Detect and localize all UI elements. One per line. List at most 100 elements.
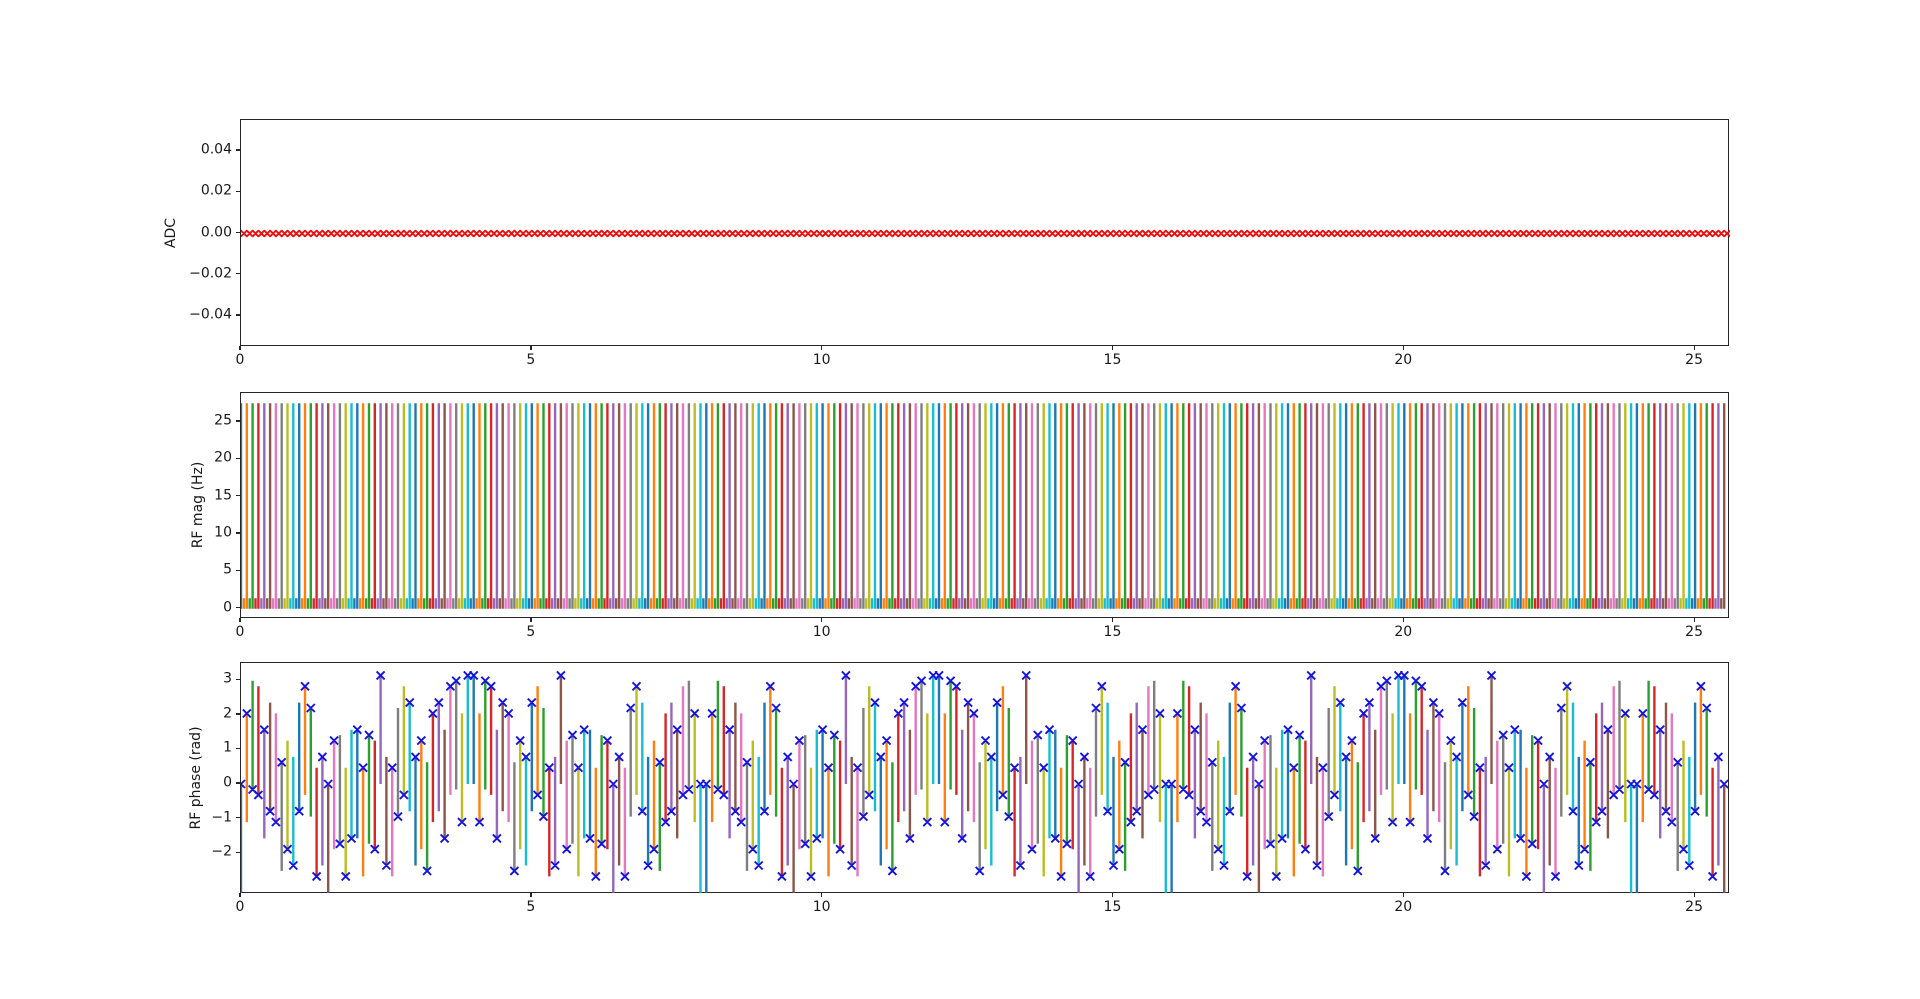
- rf-mag-stem-color-4: [260, 403, 1720, 609]
- rf-phase-axis-label: RF phase (rad): [188, 725, 204, 830]
- y-tick-label-adc: 0.00: [200, 224, 232, 240]
- x-tick-mark: [1402, 618, 1404, 622]
- y-tick-label-rf-mag: 5: [223, 561, 232, 578]
- x-tick-label-rf-mag: 0: [235, 624, 245, 640]
- rf-phase-stem-color-7: [280, 680, 1679, 871]
- y-tick-mark: [235, 420, 240, 422]
- y-tick-mark: [235, 569, 240, 572]
- x-tick-label-rf-phase: 25: [1685, 899, 1704, 915]
- x-tick-mark: [1402, 893, 1404, 897]
- x-tick-mark: [1111, 893, 1114, 897]
- rf-phase-stem-color-5: [268, 675, 1726, 893]
- rf-mag-stem-color-2: [248, 403, 1708, 609]
- adc-series-canvas: [241, 229, 1730, 238]
- y-tick-label-rf-mag: 0: [223, 599, 232, 616]
- rf-phase-markers: [241, 670, 1729, 882]
- rf-mag-axis-label: RF mag (Hz): [190, 461, 206, 549]
- rf-mag-stem-color-8: [283, 403, 1685, 609]
- y-tick-mark: [235, 678, 240, 680]
- x-tick-mark: [821, 618, 823, 622]
- x-tick-label-rf-phase: 20: [1394, 899, 1413, 915]
- x-tick-label-rf-phase: 15: [1103, 899, 1122, 915]
- y-tick-mark: [235, 273, 240, 275]
- x-tick-mark: [1402, 346, 1404, 350]
- x-tick-mark: [239, 618, 241, 622]
- rf-phase-stem-color-4: [263, 675, 1720, 893]
- y-tick-label-adc: −0.02: [189, 265, 232, 282]
- x-tick-mark: [1111, 618, 1114, 622]
- y-tick-label-adc: 0.04: [200, 141, 232, 158]
- x-tick-mark: [530, 618, 532, 622]
- rf-phase-stem-color-3: [257, 686, 1714, 877]
- rf-mag-stem-color-0: [241, 403, 1697, 609]
- x-tick-label-adc: 25: [1685, 352, 1704, 368]
- y-tick-label-adc: −0.04: [189, 306, 232, 323]
- x-tick-mark: [821, 893, 823, 897]
- y-tick-mark: [235, 782, 240, 784]
- x-tick-label-rf-phase: 0: [235, 899, 245, 915]
- y-tick-mark: [235, 149, 240, 151]
- subplot-rf-phase-plot-area: [240, 662, 1729, 893]
- rf-mag-stem-color-1: [242, 403, 1703, 609]
- x-tick-label-rf-mag: 15: [1103, 624, 1122, 640]
- x-tick-label-rf-mag: 10: [812, 624, 831, 640]
- y-tick-mark: [235, 495, 240, 497]
- y-tick-label-rf-mag: 10: [214, 524, 232, 541]
- y-tick-mark: [235, 231, 240, 234]
- y-tick-label-rf-phase: 3: [223, 670, 232, 687]
- rf-mag-stem-color-6: [271, 403, 1673, 609]
- y-tick-mark: [235, 851, 240, 853]
- rf-phase-series-canvas: [241, 670, 1729, 893]
- x-tick-label-rf-phase: 5: [526, 899, 536, 915]
- x-tick-mark: [821, 346, 823, 350]
- x-tick-mark: [1111, 346, 1114, 350]
- rf-mag-stem-color-9: [289, 403, 1691, 609]
- x-tick-mark: [530, 893, 532, 897]
- rf-phase-stem-color-8: [286, 686, 1685, 877]
- x-tick-mark: [1693, 346, 1695, 350]
- rf-phase-stem-color-6: [274, 686, 1673, 877]
- y-tick-label-rf-mag: 20: [214, 449, 232, 466]
- x-tick-mark: [1693, 893, 1695, 897]
- y-tick-label-rf-phase: −1: [211, 809, 232, 826]
- rf-mag-stem-color-7: [277, 403, 1679, 609]
- y-tick-mark: [235, 314, 240, 316]
- x-tick-label-rf-mag: 25: [1685, 624, 1704, 640]
- y-tick-label-rf-phase: −2: [211, 843, 232, 860]
- rf-mag-stem-color-5: [266, 403, 1726, 609]
- y-tick-label-rf-phase: 2: [223, 705, 232, 722]
- y-tick-mark: [235, 532, 240, 534]
- x-tick-label-rf-phase: 10: [812, 899, 831, 915]
- y-tick-mark: [235, 190, 240, 192]
- y-tick-label-rf-mag: 15: [214, 487, 232, 504]
- x-tick-label-rf-mag: 5: [526, 624, 536, 640]
- y-tick-label-adc: 0.02: [200, 182, 232, 199]
- subplot-rf-mag-plot-area: [240, 392, 1729, 618]
- x-tick-mark: [1693, 618, 1695, 622]
- x-tick-label-adc: 10: [812, 352, 831, 368]
- y-tick-mark: [235, 713, 240, 715]
- rf-mag-stem-color-3: [254, 403, 1714, 609]
- subplot-adc-plot-area: [240, 119, 1730, 346]
- rf-phase-stem-color-0: [241, 675, 1697, 893]
- y-tick-mark: [235, 607, 240, 609]
- x-tick-mark: [239, 893, 241, 897]
- x-tick-label-adc: 15: [1103, 352, 1122, 368]
- y-tick-mark: [235, 817, 240, 819]
- x-tick-label-adc: 5: [526, 352, 536, 368]
- x-tick-mark: [239, 346, 241, 350]
- y-tick-mark: [235, 457, 240, 459]
- x-tick-label-rf-mag: 20: [1394, 624, 1413, 640]
- adc-axis-label: ADC: [163, 217, 179, 248]
- y-tick-label-rf-phase: 1: [223, 739, 232, 756]
- rf-mag-series-canvas: [241, 403, 1726, 609]
- rf-phase-stem-color-9: [292, 675, 1691, 893]
- adc-sample-markers: [241, 229, 1730, 238]
- y-tick-mark: [235, 747, 240, 750]
- y-tick-label-rf-phase: 0: [223, 774, 232, 791]
- x-tick-mark: [530, 346, 532, 350]
- rf-phase-stem-color-2: [251, 680, 1708, 871]
- x-tick-label-adc: 20: [1394, 352, 1413, 368]
- rf-phase-stem-color-1: [245, 686, 1703, 877]
